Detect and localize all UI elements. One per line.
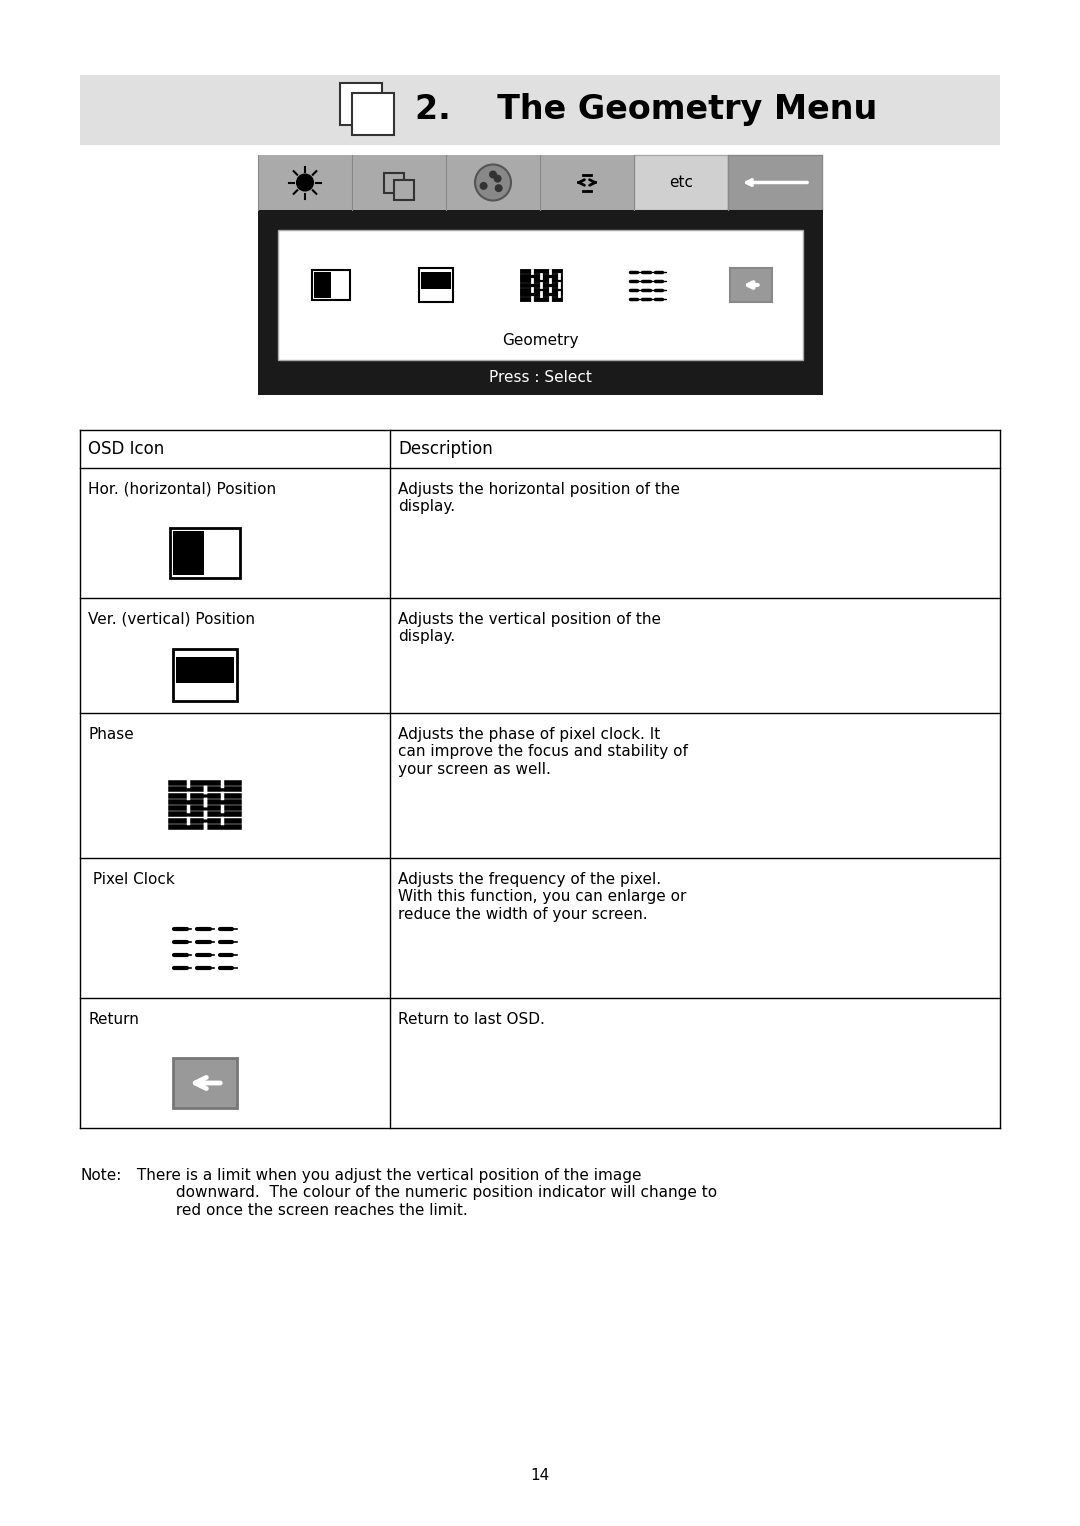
Bar: [728, 156, 822, 211]
Bar: [173, 649, 237, 700]
Circle shape: [297, 174, 313, 191]
Text: Geometry: Geometry: [502, 333, 579, 348]
Bar: [384, 172, 404, 192]
Text: There is a limit when you adjust the vertical position of the image
         dow: There is a limit when you adjust the ver…: [132, 1167, 717, 1218]
Text: Adjusts the vertical position of the
display.: Adjusts the vertical position of the dis…: [399, 612, 661, 644]
Text: Ver. (vertical) Position: Ver. (vertical) Position: [87, 612, 255, 627]
Bar: [258, 211, 823, 395]
Bar: [394, 180, 414, 200]
Bar: [311, 270, 350, 301]
Text: Hor. (horizontal) Position: Hor. (horizontal) Position: [87, 482, 276, 497]
Bar: [278, 230, 804, 360]
Text: Press : Select: Press : Select: [489, 369, 592, 385]
Text: Adjusts the horizontal position of the
display.: Adjusts the horizontal position of the d…: [399, 482, 680, 514]
Circle shape: [494, 174, 501, 183]
Bar: [258, 156, 823, 211]
Text: Adjusts the phase of pixel clock. It
can improve the focus and stability of
your: Adjusts the phase of pixel clock. It can…: [399, 726, 688, 777]
Bar: [173, 531, 204, 575]
Bar: [173, 1058, 237, 1108]
Circle shape: [495, 185, 502, 192]
Circle shape: [480, 182, 487, 189]
Text: Adjusts the frequency of the pixel.
With this function, you can enlarge or
reduc: Adjusts the frequency of the pixel. With…: [399, 871, 687, 922]
Bar: [352, 93, 394, 134]
Bar: [170, 528, 240, 578]
Circle shape: [489, 171, 497, 179]
Bar: [80, 75, 1000, 145]
Bar: [729, 269, 771, 302]
Bar: [176, 658, 234, 684]
Text: 14: 14: [530, 1468, 550, 1483]
Text: Note:: Note:: [80, 1167, 121, 1183]
Bar: [313, 272, 330, 298]
Text: Return: Return: [87, 1012, 139, 1027]
Text: OSD Icon: OSD Icon: [87, 439, 164, 458]
Text: etc: etc: [669, 175, 693, 191]
Text: Description: Description: [399, 439, 492, 458]
Text: Phase: Phase: [87, 726, 134, 742]
Text: Pixel Clock: Pixel Clock: [87, 871, 175, 887]
Text: 2.    The Geometry Menu: 2. The Geometry Menu: [415, 93, 877, 127]
Bar: [634, 156, 728, 211]
Bar: [419, 269, 453, 302]
Circle shape: [475, 165, 511, 200]
Text: Return to last OSD.: Return to last OSD.: [399, 1012, 545, 1027]
Bar: [420, 272, 450, 288]
Bar: [340, 82, 382, 125]
